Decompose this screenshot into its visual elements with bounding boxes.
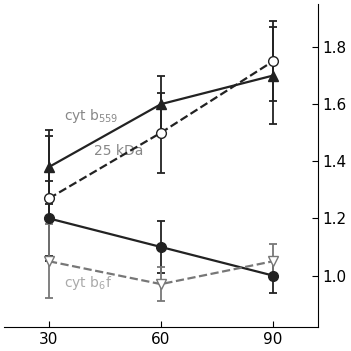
Text: 25 kDa: 25 kDa — [94, 144, 143, 158]
Text: cyt b$_{559}$: cyt b$_{559}$ — [64, 107, 118, 125]
Text: cyt b$_6$f: cyt b$_6$f — [64, 274, 112, 292]
